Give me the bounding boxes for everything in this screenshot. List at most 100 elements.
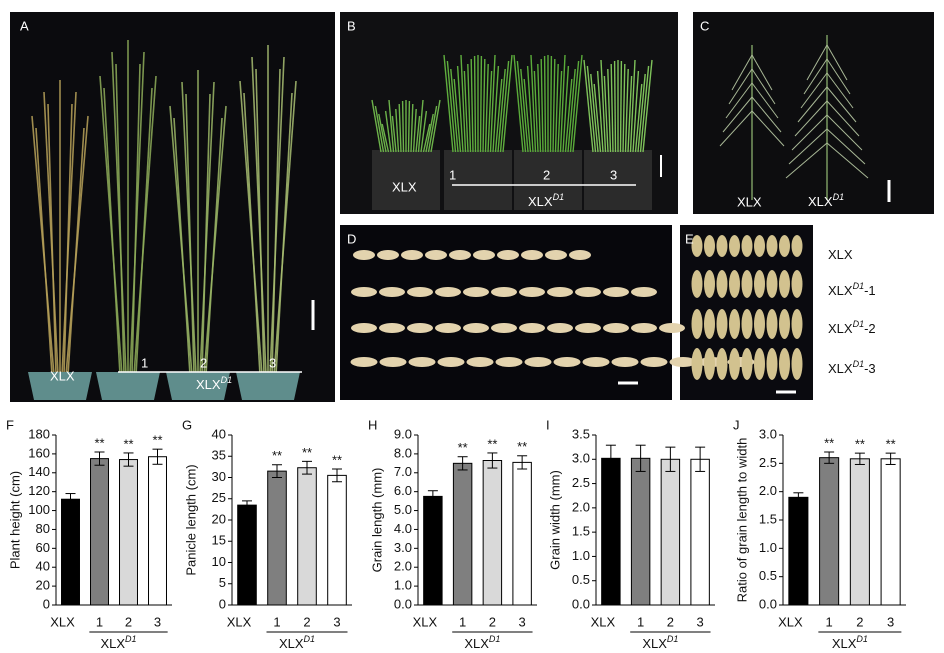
label-sup: D1: [853, 359, 865, 369]
significance-label: **: [332, 452, 342, 467]
photo-label: XLX: [50, 368, 75, 383]
y-tick-label: 20: [36, 578, 50, 593]
blade: [401, 100, 405, 153]
grain: [575, 287, 601, 297]
blade: [562, 65, 570, 153]
blade: [446, 60, 457, 153]
stem: [31, 115, 55, 376]
stem: [251, 56, 267, 376]
y-tick-label: 2.0: [572, 499, 590, 514]
error-bar: [487, 452, 498, 469]
tray: [372, 150, 440, 210]
grain: [497, 250, 519, 260]
blade: [388, 99, 395, 153]
error-bar: [272, 464, 282, 478]
blade: [456, 65, 464, 153]
x-tick-label: XLX: [413, 614, 438, 629]
photo-label: 1: [141, 355, 148, 370]
stem: [43, 91, 59, 376]
grain: [521, 250, 543, 260]
y-tick-label: 0.5: [759, 568, 777, 583]
blade: [554, 63, 559, 153]
blade: [427, 105, 438, 153]
x-tick-label: 3: [887, 614, 894, 629]
grain: [353, 250, 375, 260]
x-tick-label: 1: [637, 614, 644, 629]
blade: [415, 115, 421, 153]
blade: [499, 60, 510, 153]
error-bar: [457, 456, 468, 471]
blade: [557, 70, 563, 153]
grain: [766, 270, 778, 298]
panel-letter: E: [685, 231, 694, 246]
panel-letter: I: [546, 417, 550, 432]
photo-group-label: XLXD1: [196, 375, 232, 392]
grain: [407, 323, 433, 333]
blade: [410, 103, 414, 153]
blade: [479, 55, 483, 153]
stem: [61, 91, 77, 376]
label-base: XLX: [808, 194, 833, 209]
grain: [640, 357, 668, 367]
grain: [575, 323, 601, 333]
stem: [129, 51, 145, 376]
branch: [791, 114, 828, 151]
blade: [470, 58, 474, 153]
blade: [526, 65, 534, 153]
grain: [754, 309, 765, 339]
label-sup: D1: [221, 375, 233, 385]
branch: [722, 96, 753, 133]
grain: [741, 309, 753, 339]
bar: [819, 457, 840, 606]
group-label: XLXD1: [100, 634, 136, 651]
grain: [631, 323, 657, 333]
branch: [826, 128, 866, 165]
bar: [327, 474, 347, 606]
tray: [444, 150, 512, 210]
grain: [729, 235, 740, 257]
grain: [519, 323, 545, 333]
grain: [611, 357, 639, 367]
panel-letter: D: [347, 231, 356, 246]
error-bar: [605, 444, 616, 472]
stem: [135, 87, 153, 376]
bar: [849, 458, 870, 606]
blade: [613, 60, 617, 153]
y-tick-label: 120: [28, 483, 50, 498]
grain: [351, 323, 377, 333]
row-label: XLXD1-3: [828, 359, 876, 376]
y-axis-label: Ratio of grain length to width: [734, 438, 749, 603]
bar: [297, 467, 317, 606]
x-tick-label: 1: [273, 614, 280, 629]
blade: [463, 70, 469, 153]
error-bar: [94, 451, 105, 466]
y-tick-label: 7.0: [394, 464, 412, 479]
label-sup: D1: [853, 281, 865, 291]
bar: [148, 456, 167, 606]
photo-label: XLX: [737, 194, 762, 209]
blade: [610, 63, 614, 153]
blade: [453, 78, 462, 153]
blade: [443, 54, 454, 153]
label-base: XLX: [832, 636, 857, 651]
label-base: XLX: [828, 321, 853, 336]
significance-label: **: [272, 448, 282, 463]
grain: [545, 250, 567, 260]
grain: [491, 323, 517, 333]
pot: [236, 372, 300, 400]
grain: [741, 348, 753, 380]
panel-letter: F: [6, 417, 14, 432]
photo-label: 3: [610, 167, 617, 182]
y-tick-label: 35: [212, 448, 226, 463]
significance-label: **: [824, 435, 834, 450]
pot: [96, 372, 160, 400]
grain: [704, 348, 715, 380]
grain: [553, 357, 581, 367]
grain: [659, 323, 685, 333]
grain: [631, 287, 657, 297]
y-tick-label: 6.0: [394, 483, 412, 498]
bar: [880, 458, 901, 606]
blade: [395, 108, 400, 153]
grain: [691, 348, 703, 380]
pot: [28, 372, 92, 400]
